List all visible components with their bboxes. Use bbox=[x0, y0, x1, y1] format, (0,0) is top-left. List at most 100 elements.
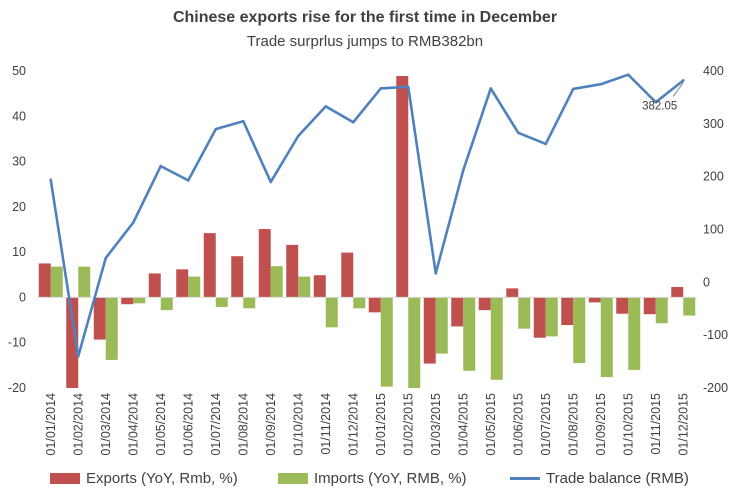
trade-balance-point-12 bbox=[351, 120, 355, 124]
imports-bar-11 bbox=[325, 297, 338, 328]
trade-balance-point-1 bbox=[49, 178, 53, 182]
exports-bar-7 bbox=[203, 233, 216, 298]
y-right-tick-label: 0 bbox=[703, 275, 710, 289]
x-tick-label: 01/06/2014 bbox=[181, 393, 195, 456]
x-tick-label: 01/11/2015 bbox=[649, 393, 663, 455]
x-tick-label: 01/12/2015 bbox=[676, 393, 690, 456]
imports-bar-1 bbox=[50, 266, 63, 298]
trade-balance-point-13 bbox=[379, 87, 383, 90]
x-tick-label: 01/10/2015 bbox=[621, 393, 635, 456]
imports-bar-15 bbox=[435, 297, 448, 354]
y-left-tick-label: -20 bbox=[8, 381, 26, 395]
x-tick-label: 01/05/2014 bbox=[154, 393, 168, 456]
imports-bar-10 bbox=[298, 276, 311, 298]
trade-balance-point-4 bbox=[131, 221, 135, 224]
legend-item-imports: Imports (YoY, RMB, %) bbox=[278, 470, 467, 487]
exports-bar-3 bbox=[93, 297, 106, 340]
y-right-tick-label: 400 bbox=[703, 64, 724, 78]
trade-balance-point-20 bbox=[571, 87, 575, 91]
imports-bar-17 bbox=[490, 297, 503, 380]
imports-bar-22 bbox=[628, 297, 641, 370]
x-tick-label: 01/10/2014 bbox=[291, 393, 305, 456]
trade-balance-point-9 bbox=[269, 180, 273, 184]
exports-bar-6 bbox=[176, 269, 189, 298]
x-tick-label: 01/05/2015 bbox=[484, 393, 498, 456]
imports-bar-19 bbox=[545, 297, 558, 337]
exports-bar-1 bbox=[38, 263, 51, 298]
exports-bar-16 bbox=[451, 297, 464, 327]
trade-balance-point-2 bbox=[76, 355, 80, 358]
chart-title: Chinese exports rise for the first time … bbox=[172, 9, 558, 26]
exports-bar-4 bbox=[121, 297, 134, 305]
y-left-tick-label: 0 bbox=[19, 290, 26, 304]
imports-bar-6 bbox=[188, 276, 201, 298]
exports-bar-12 bbox=[341, 252, 354, 298]
trade-balance-point-7 bbox=[214, 127, 218, 131]
x-tick-label: 01/07/2015 bbox=[539, 393, 553, 456]
x-tick-label: 01/09/2015 bbox=[594, 393, 608, 456]
trade-balance-point-8 bbox=[241, 119, 245, 123]
imports-bar-4 bbox=[133, 297, 146, 304]
trade-balance-point-14 bbox=[406, 85, 410, 89]
imports-bar-13 bbox=[380, 297, 393, 387]
x-tick-label: 01/02/2014 bbox=[71, 393, 85, 456]
imports-bar-20 bbox=[573, 297, 586, 364]
exports-bar-10 bbox=[286, 244, 299, 298]
legend-item-trade-balance: Trade balance (RMB) bbox=[510, 470, 689, 487]
imports-bar-2 bbox=[78, 266, 91, 298]
exports-bar-5 bbox=[148, 273, 161, 298]
y-right-tick-label: 200 bbox=[703, 170, 724, 184]
exports-bar-23 bbox=[643, 297, 656, 315]
imports-bar-12 bbox=[353, 297, 366, 309]
x-tick-label: 01/08/2014 bbox=[236, 393, 250, 456]
trade-balance-point-15 bbox=[434, 272, 438, 275]
exports-bar-18 bbox=[506, 288, 519, 298]
y-right-tick-label: -200 bbox=[703, 381, 728, 395]
imports-bar-23 bbox=[655, 297, 668, 324]
x-tick-label: 01/03/2015 bbox=[429, 393, 443, 456]
trade-balance-line bbox=[49, 73, 685, 358]
y-left-tick-label: 50 bbox=[12, 64, 26, 78]
trade-balance-point-10 bbox=[296, 134, 300, 138]
exports-bar-24 bbox=[671, 287, 684, 298]
x-tick-label: 01/04/2015 bbox=[456, 393, 470, 456]
x-tick-label: 01/07/2014 bbox=[209, 393, 223, 456]
imports-bar-9 bbox=[270, 266, 283, 298]
trade-balance-point-18 bbox=[516, 131, 520, 135]
exports-bar-20 bbox=[561, 297, 574, 326]
legend-label-imports: Imports (YoY, RMB, %) bbox=[314, 470, 467, 487]
legend-label-exports: Exports (YoY, Rmb, %) bbox=[86, 470, 238, 487]
exports-bar-17 bbox=[478, 297, 491, 311]
x-tick-label: 01/03/2014 bbox=[99, 393, 113, 456]
legend-label-trade-balance: Trade balance (RMB) bbox=[546, 470, 689, 487]
legend: Exports (YoY, Rmb, %) Imports (YoY, RMB,… bbox=[0, 470, 730, 494]
legend-swatch-exports bbox=[50, 473, 80, 484]
x-tick-label: 01/04/2014 bbox=[126, 393, 140, 456]
chart-subtitle: Trade surprlus jumps to RMB382bn bbox=[246, 33, 484, 50]
annotation-last-value: 382.05 bbox=[642, 100, 677, 112]
legend-item-exports: Exports (YoY, Rmb, %) bbox=[50, 470, 238, 487]
trade-balance-point-24 bbox=[681, 79, 685, 82]
x-tick-label: 01/12/2014 bbox=[346, 393, 360, 456]
annotation-leader-line bbox=[672, 82, 684, 97]
x-tick-label: 01/01/2014 bbox=[44, 393, 58, 456]
exports-bar-21 bbox=[588, 297, 601, 303]
trade-balance-point-22 bbox=[626, 73, 630, 76]
exports-bar-2 bbox=[66, 297, 79, 388]
imports-bar-7 bbox=[215, 297, 228, 307]
imports-bar-16 bbox=[463, 297, 476, 371]
imports-bar-24 bbox=[683, 297, 696, 316]
y-left-tick-label: 30 bbox=[12, 155, 26, 169]
trade-balance-point-21 bbox=[599, 82, 603, 86]
imports-bar-21 bbox=[600, 297, 613, 378]
exports-bar-8 bbox=[231, 256, 244, 298]
exports-bar-22 bbox=[616, 297, 629, 314]
y-left-tick-label: 20 bbox=[12, 200, 26, 214]
exports-bar-15 bbox=[423, 297, 436, 364]
y-right-tick-label: -100 bbox=[703, 328, 728, 342]
legend-swatch-imports bbox=[278, 473, 308, 484]
trade-balance-point-6 bbox=[186, 179, 190, 182]
trade-balance-point-17 bbox=[489, 87, 493, 90]
trade-balance-point-5 bbox=[159, 164, 163, 168]
